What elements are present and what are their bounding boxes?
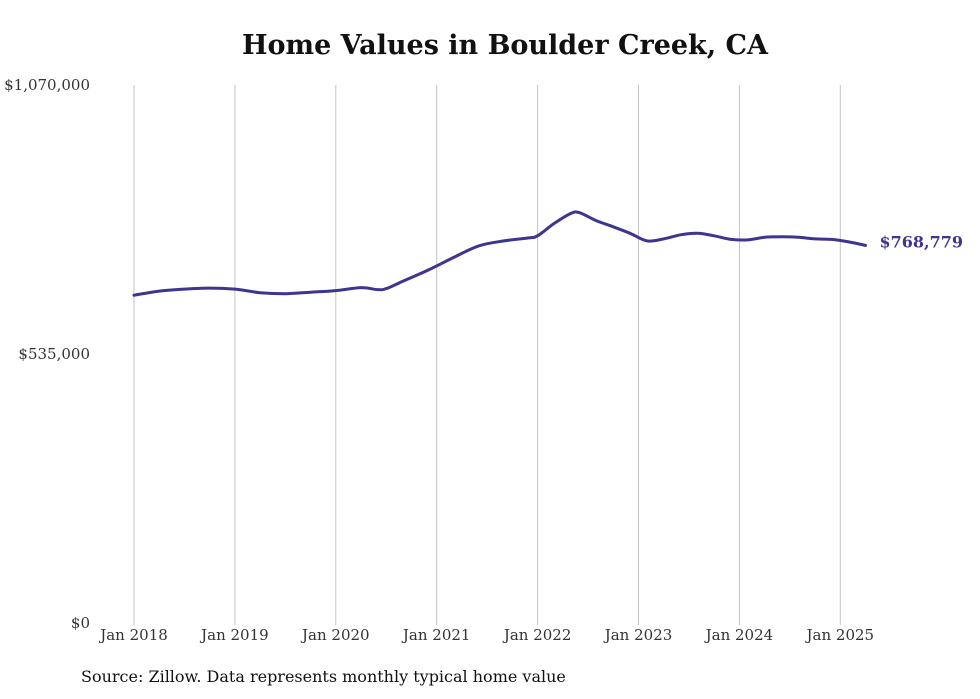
source-note: Source: Zillow. Data represents monthly … [81,667,566,686]
x-tick-label: Jan 2023 [603,626,673,644]
x-tick-label: Jan 2019 [199,626,269,644]
x-tick-label: Jan 2020 [300,626,370,644]
x-tick-label: Jan 2022 [502,626,572,644]
gridlines [134,85,840,625]
y-tick-label: $0 [71,614,90,632]
x-tick-label: Jan 2021 [401,626,471,644]
x-axis-ticks: Jan 2018 Jan 2019 Jan 2020 Jan 2021 Jan 2022… [98,626,874,644]
end-value-label: $768,779 [880,232,964,251]
x-tick-label: Jan 2025 [805,626,875,644]
y-tick-label: $1,070,000 [4,76,90,94]
y-axis-ticks: $1,070,000 $535,000 $0 [4,76,90,632]
series-layer [134,212,866,295]
y-tick-label: $535,000 [18,345,90,363]
series-line [134,212,866,295]
x-tick-label: Jan 2024 [704,626,774,644]
x-tick-label: Jan 2018 [98,626,168,644]
